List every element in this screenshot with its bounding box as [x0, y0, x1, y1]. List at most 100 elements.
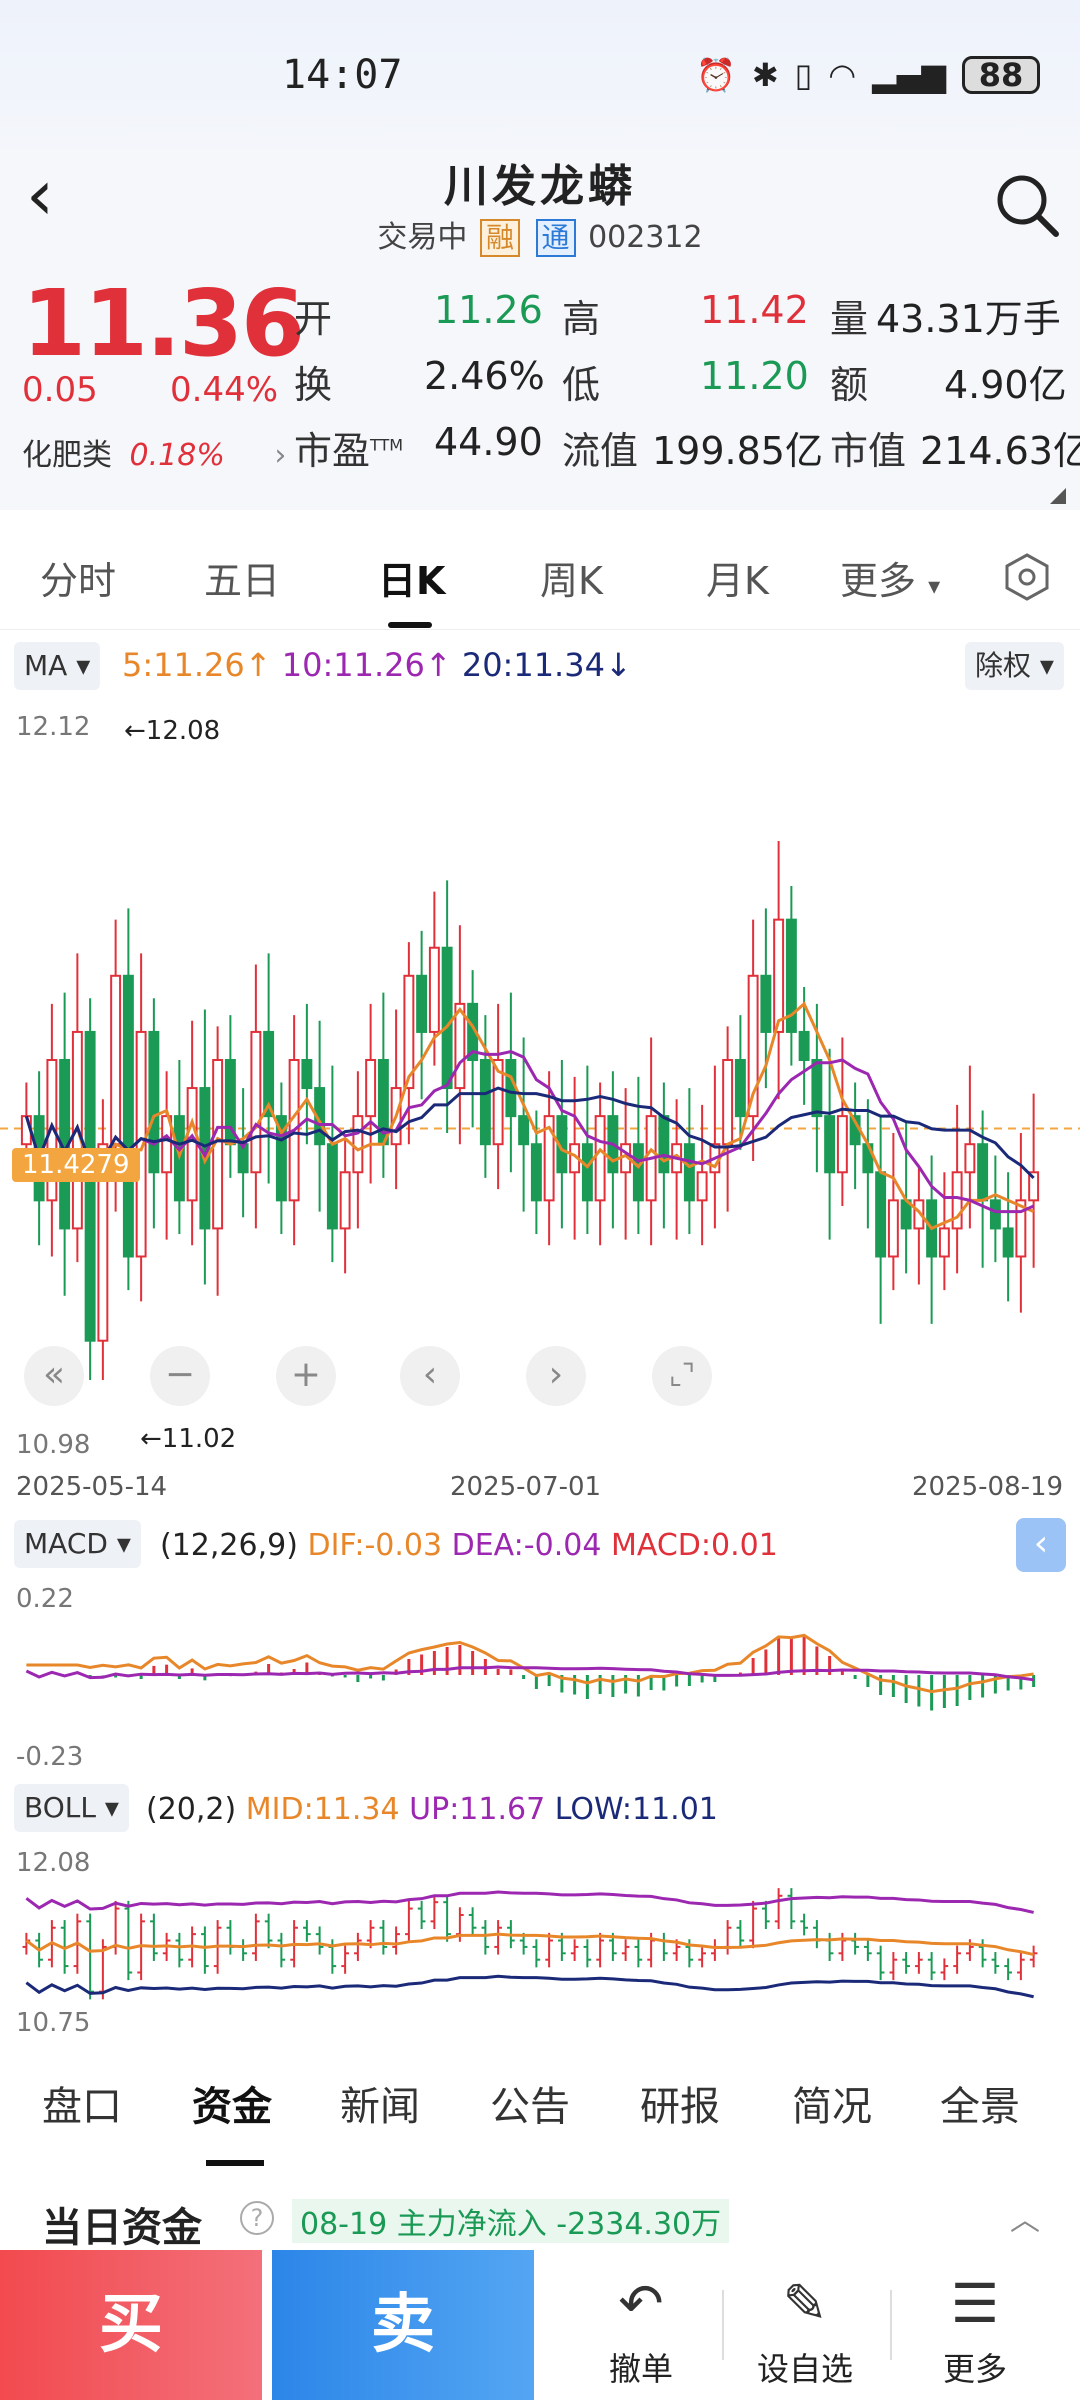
- chart-tabs: 分时 五日 日K 周K 月K 更多 ▾: [0, 530, 1080, 630]
- candle-body: [760, 974, 772, 1033]
- candle-body: [989, 1199, 1001, 1230]
- battery-icon: 88: [962, 56, 1040, 94]
- candle-body: [530, 1143, 542, 1202]
- add-watchlist-button[interactable]: ✎ 设自选: [730, 2250, 880, 2400]
- boll-mid: MID:11.34: [245, 1792, 400, 1827]
- fund-row: 当日资金 ? 08-19 主力净流入 -2334.30万 ︿: [0, 2195, 1080, 2255]
- boll-selector-label: BOLL: [24, 1791, 96, 1824]
- candle-body: [326, 1143, 338, 1230]
- float-value: 199.85亿: [652, 429, 823, 473]
- candle-body: [913, 1199, 925, 1230]
- max-price-note: ←12.08: [124, 716, 221, 746]
- sell-button[interactable]: 卖: [272, 2250, 534, 2400]
- amount-value: 4.90亿: [944, 363, 1067, 407]
- undo-icon: ↶: [618, 2272, 664, 2335]
- pe-value: 44.90: [434, 420, 543, 464]
- vol-value: 43.31万手: [876, 297, 1061, 341]
- candle-body: [658, 1115, 670, 1174]
- macd-values: (12,26,9) DIF:-0.03 DEA:-0.04 MACD:0.01: [160, 1528, 778, 1563]
- macd-hist: MACD:0.01: [610, 1528, 778, 1563]
- boll-up: UP:11.67: [409, 1792, 546, 1827]
- scroll-right-icon[interactable]: ›: [526, 1346, 586, 1406]
- candle-body: [186, 1087, 198, 1202]
- candle-body: [148, 1030, 160, 1174]
- tab-funds[interactable]: 资金: [192, 2084, 272, 2130]
- expand-corner-icon[interactable]: [1050, 488, 1066, 504]
- chevron-up-icon[interactable]: ︿: [1010, 2203, 1040, 2238]
- tab-announcements[interactable]: 公告: [490, 2084, 570, 2130]
- pe-label-text: 市盈: [294, 429, 371, 473]
- tab-intraday[interactable]: 分时: [40, 559, 117, 603]
- menu-icon: ☰: [950, 2272, 1000, 2335]
- scroll-left-icon[interactable]: ‹: [400, 1346, 460, 1406]
- settings-hex-icon[interactable]: [1002, 552, 1052, 602]
- candle-body: [110, 974, 122, 1146]
- clock: 14:07: [282, 52, 403, 98]
- macd-dif-line: [26, 1633, 1034, 1694]
- candle-body: [722, 1059, 734, 1146]
- candle-body: [505, 1059, 517, 1118]
- candle-body: [938, 1227, 950, 1258]
- price-change-pct: 0.44%: [170, 370, 279, 410]
- divider: [890, 2290, 892, 2360]
- candle-body: [747, 974, 759, 1118]
- candle-body: [696, 1171, 708, 1202]
- tab-order-book[interactable]: 盘口: [42, 2084, 122, 2130]
- tab-overview[interactable]: 全景: [940, 2084, 1020, 2130]
- boll-low: LOW:11.01: [554, 1792, 718, 1827]
- tab-daily-k[interactable]: 日K: [378, 559, 446, 603]
- candle-body: [977, 1143, 989, 1202]
- stock-name: 川发龙蟒: [444, 161, 636, 212]
- candle-body: [1028, 1171, 1040, 1202]
- ma-selector[interactable]: MA ▾: [14, 642, 101, 690]
- boll-selector[interactable]: BOLL ▾: [14, 1784, 129, 1832]
- tab-research[interactable]: 研报: [640, 2084, 720, 2130]
- tab-more[interactable]: 更多 ▾: [840, 550, 940, 605]
- pe-ttm: TTM: [370, 435, 404, 455]
- macd-selector-label: MACD: [24, 1527, 108, 1560]
- macd-selector[interactable]: MACD ▾: [14, 1520, 141, 1568]
- tab-weekly-k[interactable]: 周K: [540, 559, 603, 603]
- candle-body: [263, 1030, 275, 1118]
- date-mid: 2025-07-01: [450, 1472, 602, 1502]
- candlestick-chart[interactable]: [0, 700, 1080, 1460]
- more-button[interactable]: ☰ 更多: [900, 2250, 1050, 2400]
- candle-body: [1015, 1199, 1027, 1258]
- price-change: 0.05: [22, 370, 98, 410]
- cap-value: 214.63亿: [920, 429, 1080, 473]
- cancel-order-button[interactable]: ↶ 撤单: [566, 2250, 716, 2400]
- back-button[interactable]: ‹: [26, 154, 54, 236]
- zoom-in-icon[interactable]: +: [276, 1346, 336, 1406]
- search-icon[interactable]: [992, 170, 1062, 240]
- tab-profile[interactable]: 简况: [792, 2084, 872, 2130]
- tab-indicator: [388, 622, 432, 628]
- boll-mid-line: [25, 1932, 1034, 1957]
- buy-button[interactable]: 买: [0, 2250, 262, 2400]
- adjust-selector[interactable]: 除权 ▾: [965, 642, 1064, 690]
- ma-values: 5:11.26↑ 10:11.26↑ 20:11.34↓: [122, 646, 632, 684]
- chevron-right-icon: ›: [274, 438, 287, 473]
- adjust-label: 除权: [975, 649, 1032, 682]
- candle-body: [632, 1143, 644, 1202]
- tab-news[interactable]: 新闻: [340, 2084, 420, 2130]
- margin-badge: 融: [479, 219, 520, 257]
- vibrate-icon: ▯: [794, 56, 813, 94]
- tab-monthly-k[interactable]: 月K: [706, 559, 769, 603]
- amount-label: 额: [830, 363, 869, 407]
- boll-chart: [22, 1888, 1038, 2000]
- sector-link[interactable]: 化肥类 0.18% ›: [22, 430, 286, 474]
- collapse-panel-icon[interactable]: ‹: [1016, 1518, 1066, 1572]
- y-axis-top: 12.12: [16, 712, 91, 742]
- add-watchlist-label: 设自选: [756, 2350, 853, 2388]
- help-icon[interactable]: ?: [240, 2201, 274, 2235]
- ma5-value: 5:11.26↑: [122, 646, 272, 684]
- candle-body: [84, 1030, 96, 1342]
- macd-top: 0.22: [16, 1584, 74, 1614]
- fullscreen-icon[interactable]: ⌞⌝: [652, 1346, 712, 1406]
- tab-five-day[interactable]: 五日: [204, 559, 281, 603]
- zoom-out-icon[interactable]: −: [150, 1346, 210, 1406]
- scroll-left-fast-icon[interactable]: «: [24, 1346, 84, 1406]
- candle-body: [339, 1171, 351, 1230]
- low-value: 11.20: [700, 354, 809, 398]
- candle-body: [875, 1171, 887, 1258]
